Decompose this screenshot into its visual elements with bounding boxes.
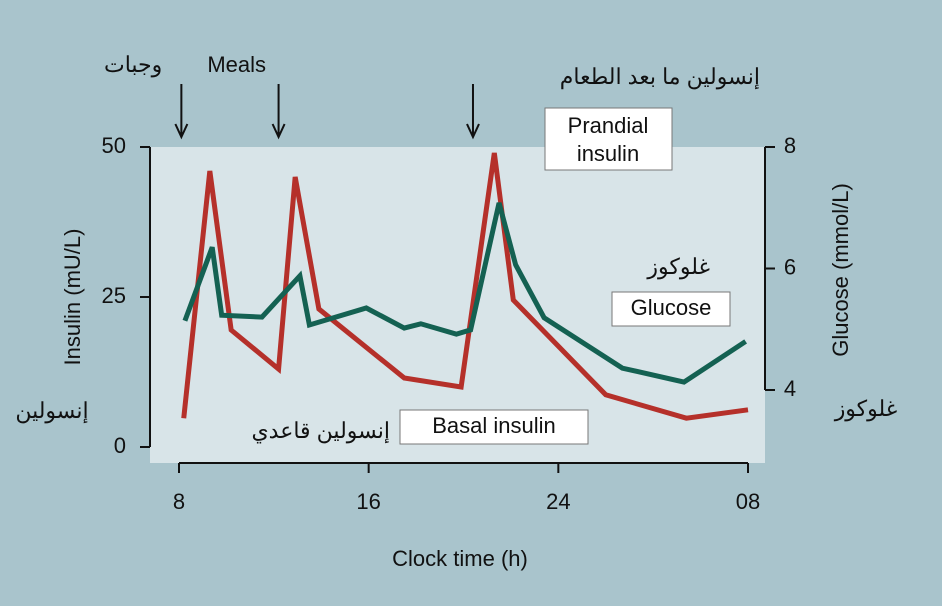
x-tick-label: 8 (173, 489, 185, 514)
prandial-ar: إنسولين ما بعد الطعام (560, 64, 760, 90)
meal-arrow (174, 84, 189, 140)
y-axis-label-ar: إنسولين (15, 398, 88, 424)
meal-arrow (271, 84, 286, 140)
y-tick-label: 25 (102, 283, 126, 308)
basal-label: Basal insulin (432, 413, 556, 438)
meal-arrow (466, 84, 480, 140)
y2-tick-label: 6 (784, 254, 796, 279)
basal-ar: إنسولين قاعدي (251, 418, 390, 444)
prandial-box (544, 107, 673, 171)
y2-tick-label: 8 (784, 133, 796, 158)
prandial-label: insulin (577, 141, 639, 166)
y-tick-label: 50 (102, 133, 126, 158)
meals-label: Meals (207, 52, 266, 77)
y2-axis-label-ar: غلوكوز (834, 396, 898, 422)
meals-label-ar: وجبات (104, 52, 162, 78)
x-tick-label: 16 (356, 489, 380, 514)
y2-axis-label: Glucose (mmol/L) (828, 183, 853, 357)
glucose-box (611, 291, 731, 327)
x-tick-label: 08 (736, 489, 760, 514)
series-line (182, 202, 748, 385)
y-tick-label: 0 (114, 433, 126, 458)
x-axis-label: Clock time (h) (392, 546, 528, 571)
basal-box (399, 409, 589, 445)
x-tick-label: 24 (546, 489, 570, 514)
y2-tick-label: 4 (784, 376, 796, 401)
glucose-label: Glucose (631, 295, 712, 320)
glucose-ar: غلوكوز (646, 254, 710, 280)
prandial-label: Prandial (568, 113, 649, 138)
y-axis-label: Insulin (mU/L) (60, 229, 85, 366)
series-line (181, 152, 749, 421)
